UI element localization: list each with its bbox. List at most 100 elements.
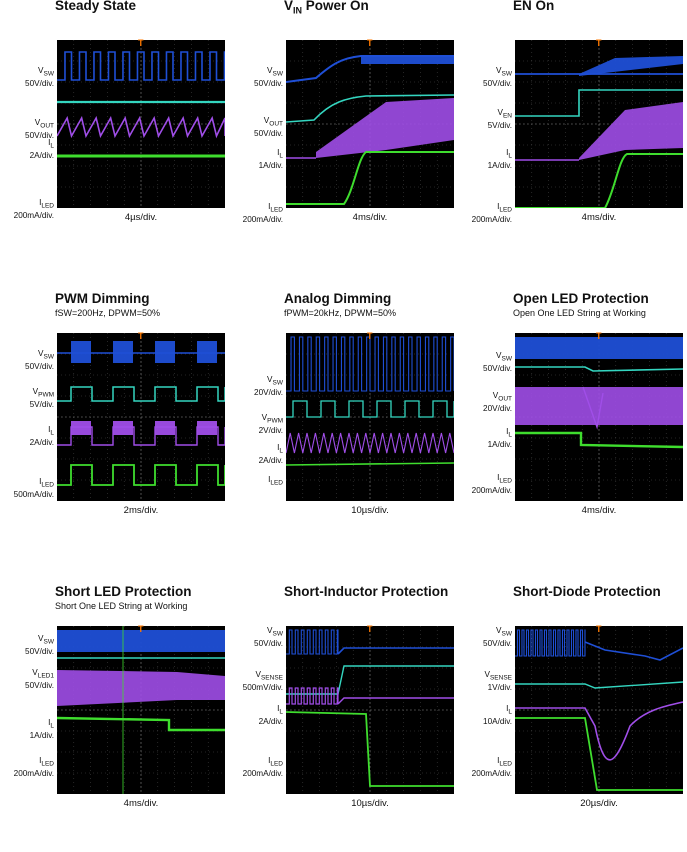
trace-label: ILED 200mA/div. bbox=[231, 756, 283, 778]
trace-name: IL bbox=[506, 148, 512, 160]
trace-label: VSW 50V/div. bbox=[2, 66, 54, 88]
vout-trace bbox=[286, 94, 454, 123]
trace-label: VEN 5V/div. bbox=[460, 108, 512, 130]
panel-title: Steady State bbox=[55, 0, 137, 13]
il-trace bbox=[286, 687, 339, 705]
trace-name: VSW bbox=[267, 66, 283, 78]
trace-name: VPWM bbox=[32, 387, 54, 399]
timebase-label: 4µs/div. bbox=[124, 212, 158, 223]
il-band bbox=[57, 670, 225, 706]
vsw-band bbox=[155, 341, 175, 363]
scope-panel: EN On T VSW 50V/div. VEN 5V/div. IL 1A/div. ILED… bbox=[458, 0, 687, 266]
scope-screen bbox=[57, 333, 225, 501]
waveform-svg bbox=[515, 333, 683, 501]
il-band bbox=[113, 421, 133, 435]
trace-label: VSW 50V/div. bbox=[460, 626, 512, 648]
trace-scale: 200mA/div. bbox=[471, 768, 512, 778]
panel-subtitle: fSW=200Hz, DPWM=50% bbox=[55, 308, 161, 318]
vsw-after bbox=[584, 641, 683, 661]
trace-label: VSW 20V/div. bbox=[231, 375, 283, 397]
trace-label: VSW 50V/div. bbox=[231, 626, 283, 648]
trace-scale: 2A/div. bbox=[29, 437, 54, 447]
trace-scale: 200mA/div. bbox=[471, 485, 512, 495]
trace-scale: 200mA/div. bbox=[13, 210, 54, 220]
vsense-trace bbox=[286, 665, 454, 695]
trace-label: IL 2A/div. bbox=[231, 704, 283, 726]
trigger-marker: T bbox=[367, 331, 373, 341]
trace-label: ILED 500mA/div. bbox=[2, 477, 54, 499]
scope-panel: Steady State T VSW 50V/div. VOUT 50V/div. IL 2A… bbox=[0, 0, 229, 266]
trace-label: VSW 50V/div. bbox=[460, 66, 512, 88]
trace-scale: 50V/div. bbox=[25, 130, 54, 140]
vsw-band bbox=[57, 630, 225, 652]
trace-name: ILED bbox=[268, 475, 283, 487]
trace-name: VPWM bbox=[261, 413, 283, 425]
trace-scale: 10A/div. bbox=[483, 716, 512, 726]
trace-name: VEN bbox=[497, 108, 513, 120]
vsw-trace bbox=[286, 336, 454, 392]
trigger-marker: T bbox=[138, 624, 144, 634]
waveform-svg bbox=[286, 333, 454, 501]
iled-trace bbox=[286, 151, 454, 205]
trace-label: VSENSE 1V/div. bbox=[460, 670, 512, 692]
vpwm-trace bbox=[57, 386, 225, 402]
scope-screen bbox=[286, 40, 454, 208]
scope-screen bbox=[286, 626, 454, 794]
iled-trace bbox=[286, 711, 454, 787]
scope-screen bbox=[286, 333, 454, 501]
trace-scale: 50V/div. bbox=[25, 646, 54, 656]
trace-scale: 50V/div. bbox=[483, 363, 512, 373]
trace-scale: 50V/div. bbox=[25, 680, 54, 690]
waveform-svg bbox=[57, 626, 225, 794]
il-band bbox=[579, 102, 683, 160]
timebase-label: 10µs/div. bbox=[351, 505, 389, 516]
trace-name: VSW bbox=[496, 626, 512, 638]
trace-name: VOUT bbox=[263, 116, 283, 128]
trace-scale: 20V/div. bbox=[483, 403, 512, 413]
iled-trace bbox=[515, 431, 683, 449]
trace-name: ILED bbox=[268, 756, 283, 768]
panel-title: Short LED Protection bbox=[55, 584, 192, 599]
scope-panel: Short-Diode Protection T VSW 50V/div. VSENSE… bbox=[458, 584, 687, 852]
panel-title: PWM Dimming bbox=[55, 291, 150, 306]
trace-label: ILED bbox=[231, 475, 283, 488]
trigger-marker: T bbox=[138, 331, 144, 341]
trace-name: VSW bbox=[267, 375, 283, 387]
trace-label: VSW 50V/div. bbox=[231, 66, 283, 88]
timebase-label: 4ms/div. bbox=[352, 212, 388, 223]
vsw-band bbox=[71, 341, 91, 363]
vsw-band bbox=[515, 337, 683, 359]
iled-trace bbox=[57, 716, 225, 732]
trace-name: IL bbox=[48, 425, 54, 437]
trigger-marker: T bbox=[367, 624, 373, 634]
trace-name: ILED bbox=[39, 198, 54, 210]
trace-label: VSENSE 500mV/div. bbox=[231, 670, 283, 692]
waveform-svg bbox=[286, 626, 454, 794]
scope-screen bbox=[57, 626, 225, 794]
panel-subtitle: fPWM=20kHz, DPWM=50% bbox=[284, 308, 397, 318]
trace-scale: 50V/div. bbox=[25, 361, 54, 371]
trigger-marker: T bbox=[596, 38, 602, 48]
trace-name: ILED bbox=[497, 473, 512, 485]
timebase-label: 4ms/div. bbox=[581, 212, 617, 223]
trace-label: ILED 200mA/div. bbox=[460, 202, 512, 224]
trace-scale: 1A/div. bbox=[487, 160, 512, 170]
il-after bbox=[337, 697, 454, 705]
vsw-band bbox=[113, 341, 133, 363]
il-trace bbox=[515, 701, 683, 761]
trace-label: VOUT 50V/div. bbox=[231, 116, 283, 138]
vsw-band bbox=[361, 56, 454, 64]
il-band bbox=[197, 421, 217, 435]
trigger-marker: T bbox=[138, 38, 144, 48]
iled-trace bbox=[57, 464, 225, 486]
trace-name: VOUT bbox=[34, 118, 54, 130]
scope-panel: Open LED Protection Open One LED String a… bbox=[458, 291, 687, 559]
trace-scale: 5V/div. bbox=[29, 399, 54, 409]
il-band bbox=[316, 98, 454, 158]
scope-screen bbox=[515, 40, 683, 208]
scope-panel: Short LED Protection Short One LED String… bbox=[0, 584, 229, 852]
iled-trace bbox=[286, 462, 454, 466]
title-main: V bbox=[284, 0, 294, 13]
trigger-marker: T bbox=[596, 331, 602, 341]
trace-scale: 5V/div. bbox=[487, 120, 512, 130]
